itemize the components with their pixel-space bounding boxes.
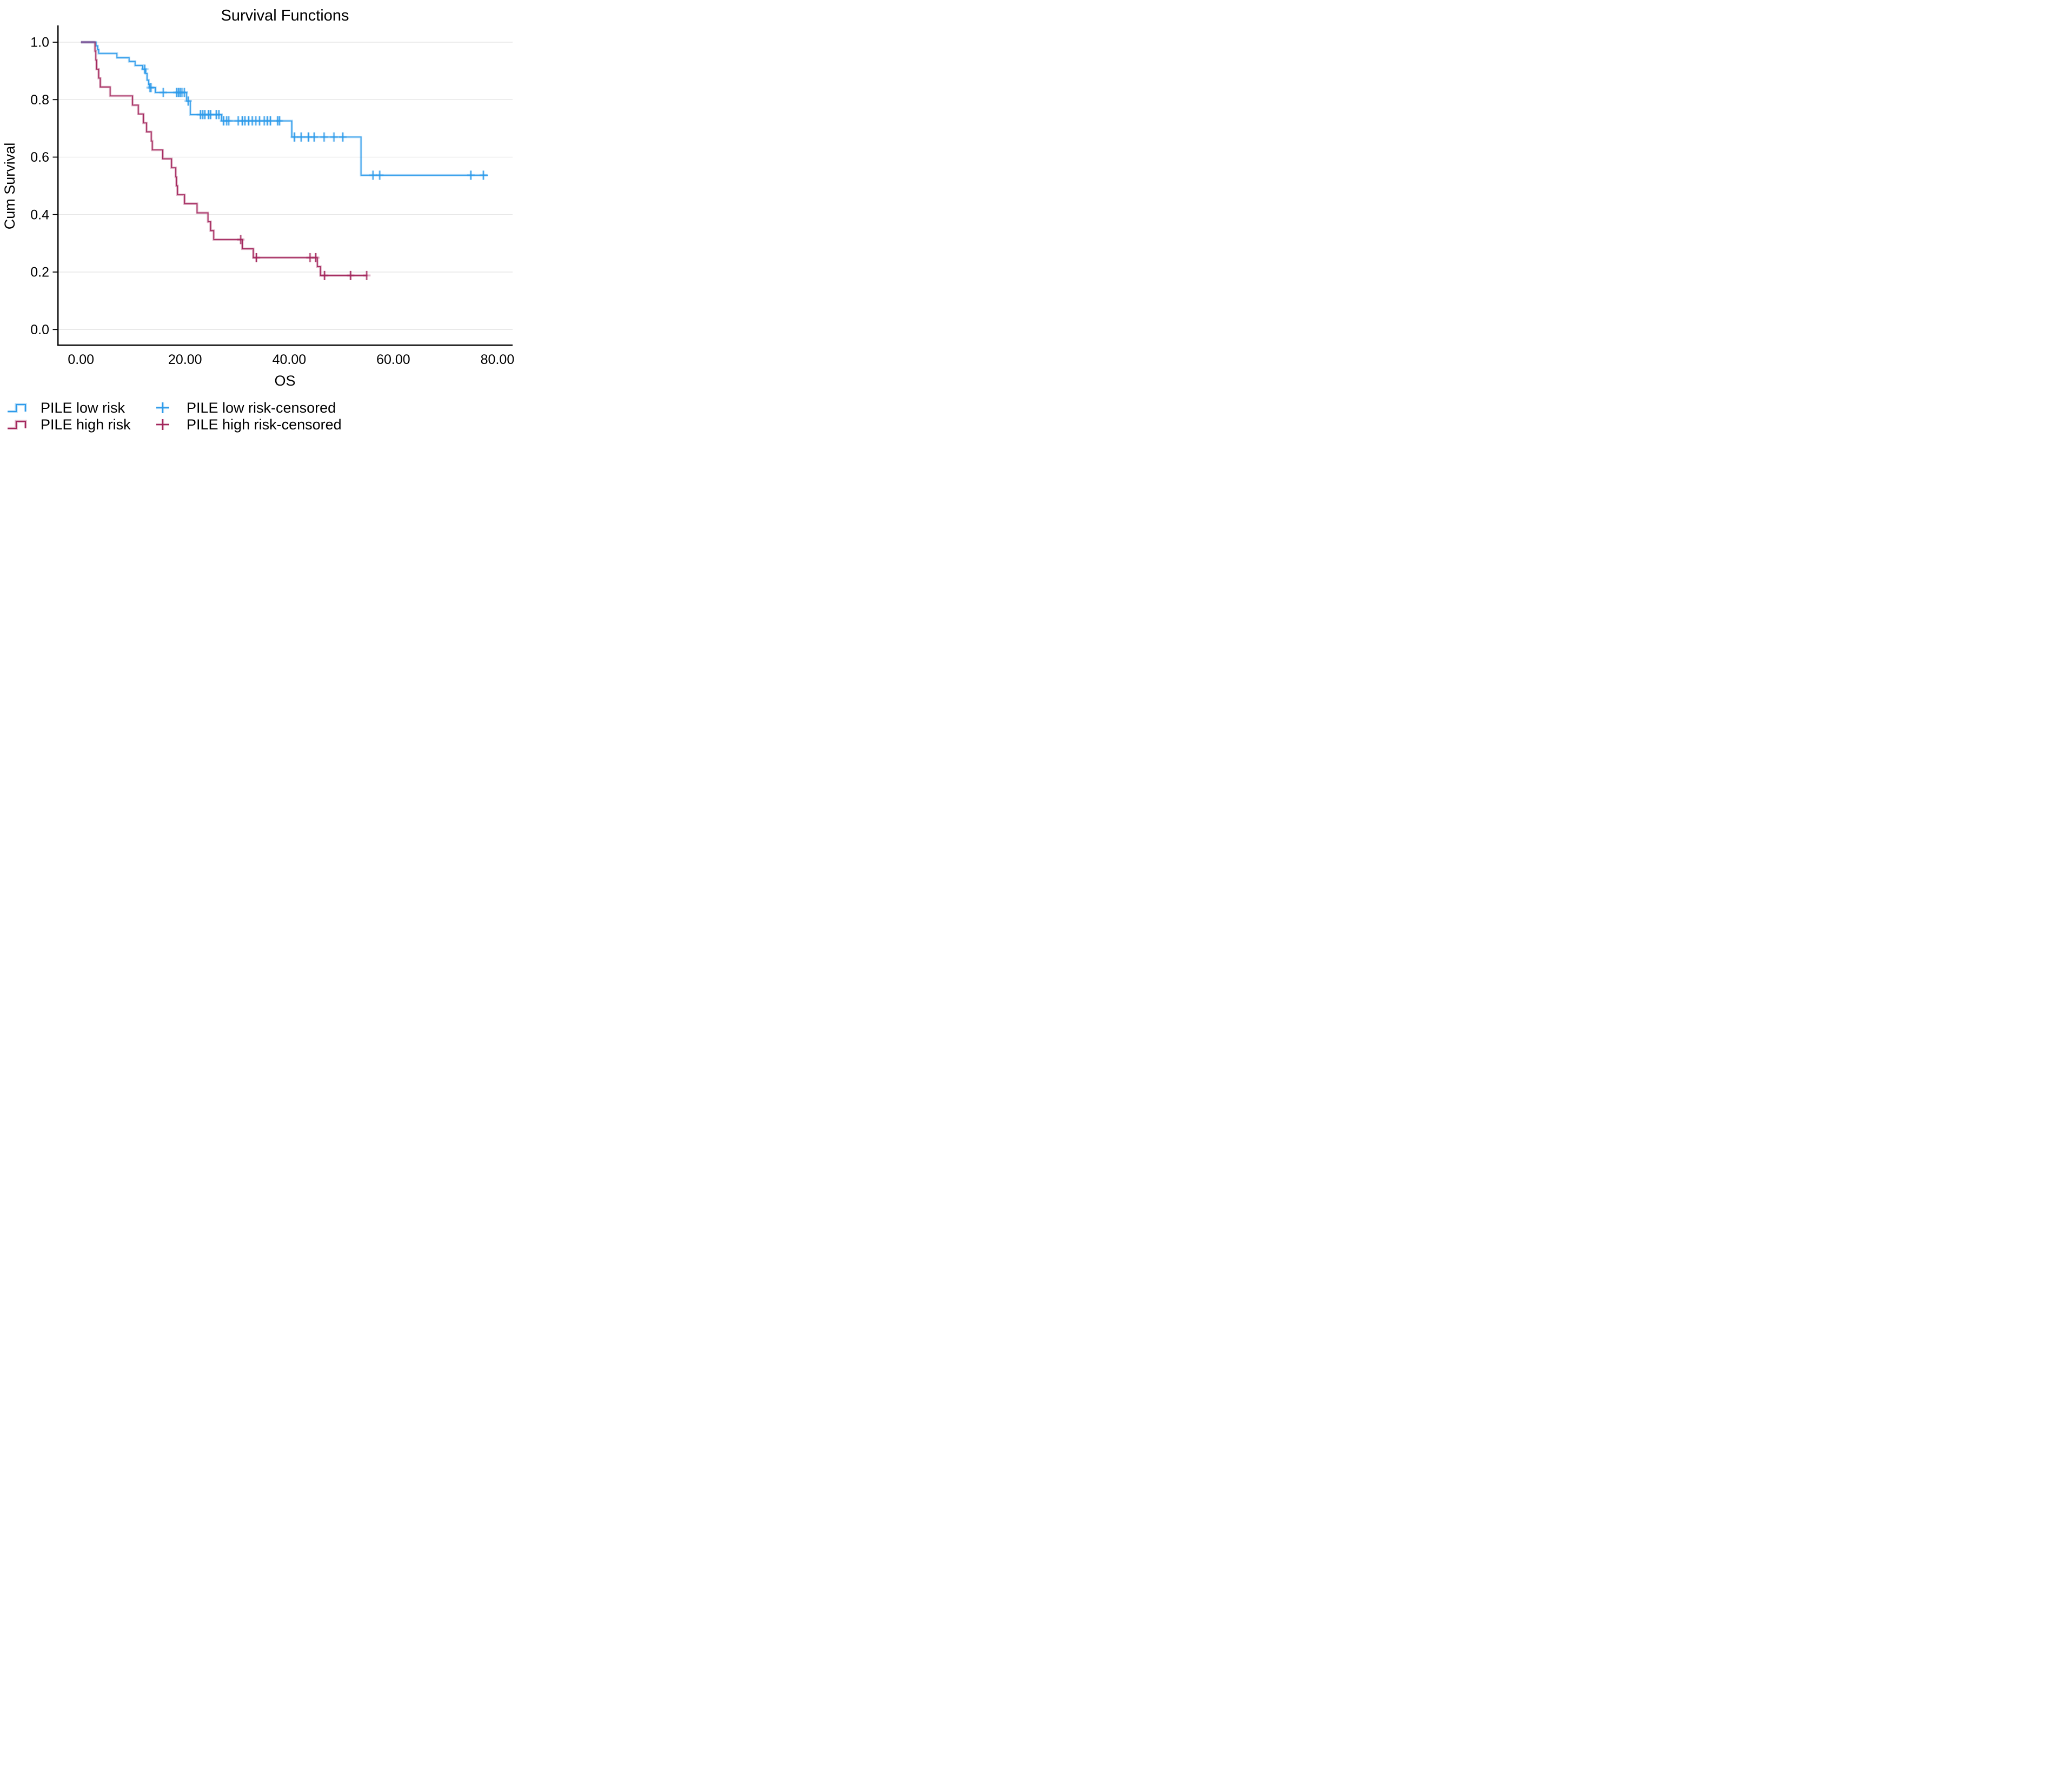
x-tick-label: 60.00 — [376, 352, 410, 367]
y-tick-label: 1.0 — [30, 35, 49, 50]
censor-mark — [369, 170, 377, 180]
legend-label: PILE low risk — [41, 400, 125, 416]
censor-mark — [244, 116, 253, 126]
x-tick-label: 20.00 — [168, 352, 202, 367]
censor-mark — [274, 116, 282, 126]
y-axis-label: Cum Survival — [2, 143, 18, 230]
censor-mark — [297, 132, 305, 142]
censor-mark — [141, 64, 149, 74]
y-tick-label: 0.6 — [30, 150, 49, 165]
legend-row: PILE low risk PILE low risk-censored — [8, 400, 336, 416]
censor-mark — [263, 116, 271, 126]
censor-mark — [306, 253, 314, 262]
censor-mark — [225, 116, 233, 126]
censor-mark — [310, 132, 318, 142]
censor-mark — [260, 116, 268, 126]
censor-mark — [376, 170, 384, 180]
censor-mark — [201, 110, 209, 120]
censor-mark — [479, 170, 487, 180]
censor-mark — [220, 116, 228, 126]
y-tick-label: 0.8 — [30, 92, 49, 108]
censor-mark — [304, 132, 313, 142]
x-tick-label: 0.00 — [68, 352, 94, 367]
y-tick-label: 0.0 — [30, 322, 49, 337]
survival-curve-halo — [81, 41, 368, 277]
y-tick-label: 0.2 — [30, 265, 49, 280]
censor-mark — [320, 132, 328, 142]
survival-curve — [81, 42, 368, 276]
censor-mark — [184, 96, 192, 106]
censor-mark — [290, 132, 298, 142]
legend-label: PILE low risk-censored — [187, 400, 336, 416]
legend-label: PILE high risk — [41, 416, 131, 433]
censor-mark — [207, 110, 215, 120]
censor-mark — [252, 116, 260, 126]
censor-mark — [237, 235, 245, 244]
legend-row: PILE high risk PILE high risk-censored — [8, 416, 342, 433]
censor-mark — [241, 116, 249, 126]
censor-mark — [147, 83, 155, 92]
censor-mark — [180, 88, 188, 97]
x-tick-label: 80.00 — [481, 352, 515, 367]
censor-mark — [175, 88, 183, 97]
censor-mark — [347, 270, 355, 280]
censor-mark — [321, 270, 329, 280]
survival-curve-halo — [81, 41, 488, 177]
censor-mark — [339, 132, 347, 142]
y-tick-label: 0.4 — [30, 207, 49, 222]
censor-mark — [199, 110, 207, 120]
survival-plot-figure: 1.0 0.8 0.6 0.4 0.2 0.0 0.00 20.00 40.00 60.00 80… — [0, 0, 518, 444]
legend-step-line-icon — [8, 420, 26, 429]
censor-mark — [234, 116, 242, 126]
km-chart: 1.0 0.8 0.6 0.4 0.2 0.0 0.00 20.00 40.00 60.00 80… — [2, 7, 514, 433]
censor-mark — [255, 116, 263, 126]
censor-mark — [363, 270, 371, 280]
censor-mark — [159, 88, 167, 97]
x-axis-label: OS — [274, 373, 295, 389]
censor-mark — [267, 116, 275, 126]
censor-mark — [176, 88, 184, 97]
censor-mark — [146, 83, 154, 92]
censor-mark — [204, 110, 212, 120]
gridlines — [58, 42, 513, 330]
censor-mark — [253, 253, 261, 262]
survival-curve — [81, 42, 488, 176]
censor-mark — [223, 116, 231, 126]
legend-step-line-icon — [8, 403, 26, 413]
censor-mark — [467, 170, 475, 180]
series-curves — [81, 41, 488, 280]
censor-mark — [172, 88, 181, 97]
censor-mark — [330, 132, 338, 142]
censor-mark — [215, 110, 223, 120]
x-axis-ticks: 0.00 20.00 40.00 60.00 80.00 — [68, 352, 514, 367]
chart-title: Survival Functions — [221, 7, 349, 24]
censor-mark — [276, 116, 284, 126]
y-axis-ticks: 1.0 0.8 0.6 0.4 0.2 0.0 — [30, 35, 58, 337]
legend: PILE low risk PILE low risk-censoredPILE … — [8, 400, 342, 433]
censor-mark — [311, 253, 320, 262]
legend-label: PILE high risk-censored — [187, 416, 342, 433]
x-tick-label: 40.00 — [273, 352, 307, 367]
censor-mark — [248, 116, 256, 126]
